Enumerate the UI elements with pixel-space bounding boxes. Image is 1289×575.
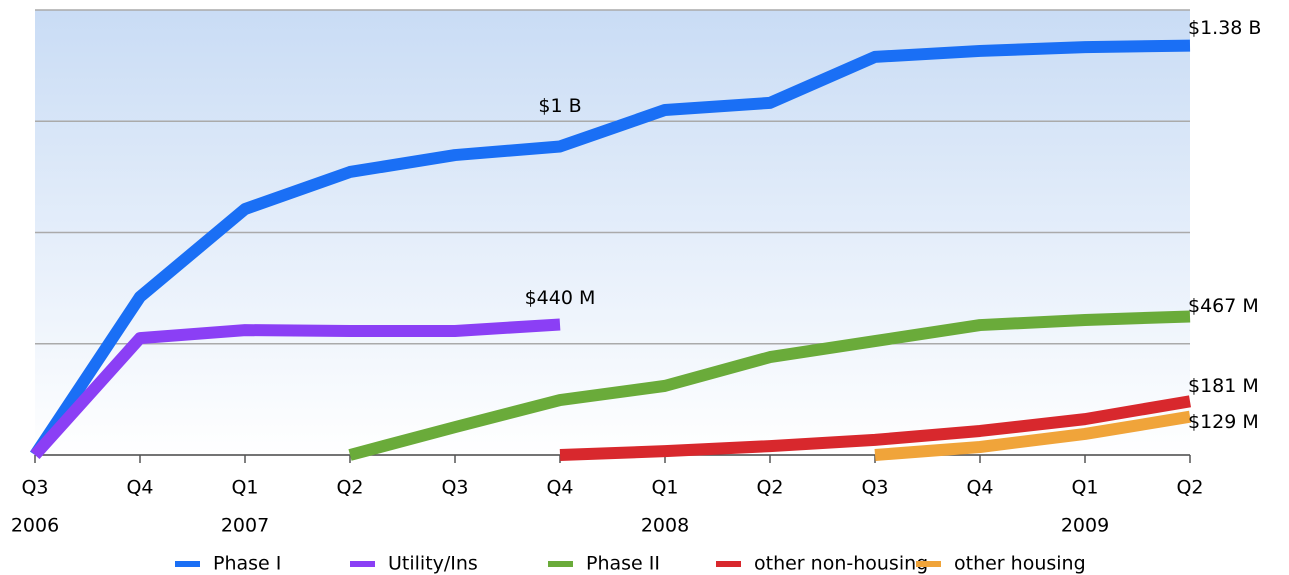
series-line <box>348 310 1191 461</box>
series-line <box>874 410 1191 461</box>
x-tick-label: Q3 <box>441 477 468 499</box>
series-line <box>30 318 561 460</box>
value-label: $1 B <box>538 95 581 117</box>
year-label: 2009 <box>1061 515 1109 537</box>
value-label: $467 M <box>1188 295 1259 317</box>
x-tick-label: Q2 <box>756 477 783 499</box>
x-tick-label: Q3 <box>21 477 48 499</box>
x-tick-label: Q1 <box>1071 477 1098 499</box>
x-tick-label: Q1 <box>651 477 678 499</box>
x-tick-label: Q2 <box>1176 477 1203 499</box>
value-label: $129 M <box>1188 411 1259 433</box>
x-tick-label: Q4 <box>966 477 993 499</box>
x-tick-label: Q3 <box>861 477 888 499</box>
series-line <box>30 39 1191 459</box>
legend-label: Phase I <box>213 553 281 575</box>
legend-label: Phase II <box>586 553 660 575</box>
series-line <box>559 395 1192 461</box>
year-label: 2006 <box>11 515 59 537</box>
legend-label: other housing <box>954 553 1086 575</box>
value-label: $440 M <box>525 287 596 309</box>
value-label: $1.38 B <box>1188 17 1261 39</box>
x-tick-label: Q2 <box>336 477 363 499</box>
year-label: 2008 <box>641 515 689 537</box>
legend-label: Utility/Ins <box>388 553 478 575</box>
value-label: $181 M <box>1188 375 1259 397</box>
legend-label: other non-housing <box>754 553 928 575</box>
x-tick-label: Q1 <box>231 477 258 499</box>
x-tick-label: Q4 <box>546 477 573 499</box>
x-tick-label: Q4 <box>126 477 153 499</box>
year-label: 2007 <box>221 515 269 537</box>
